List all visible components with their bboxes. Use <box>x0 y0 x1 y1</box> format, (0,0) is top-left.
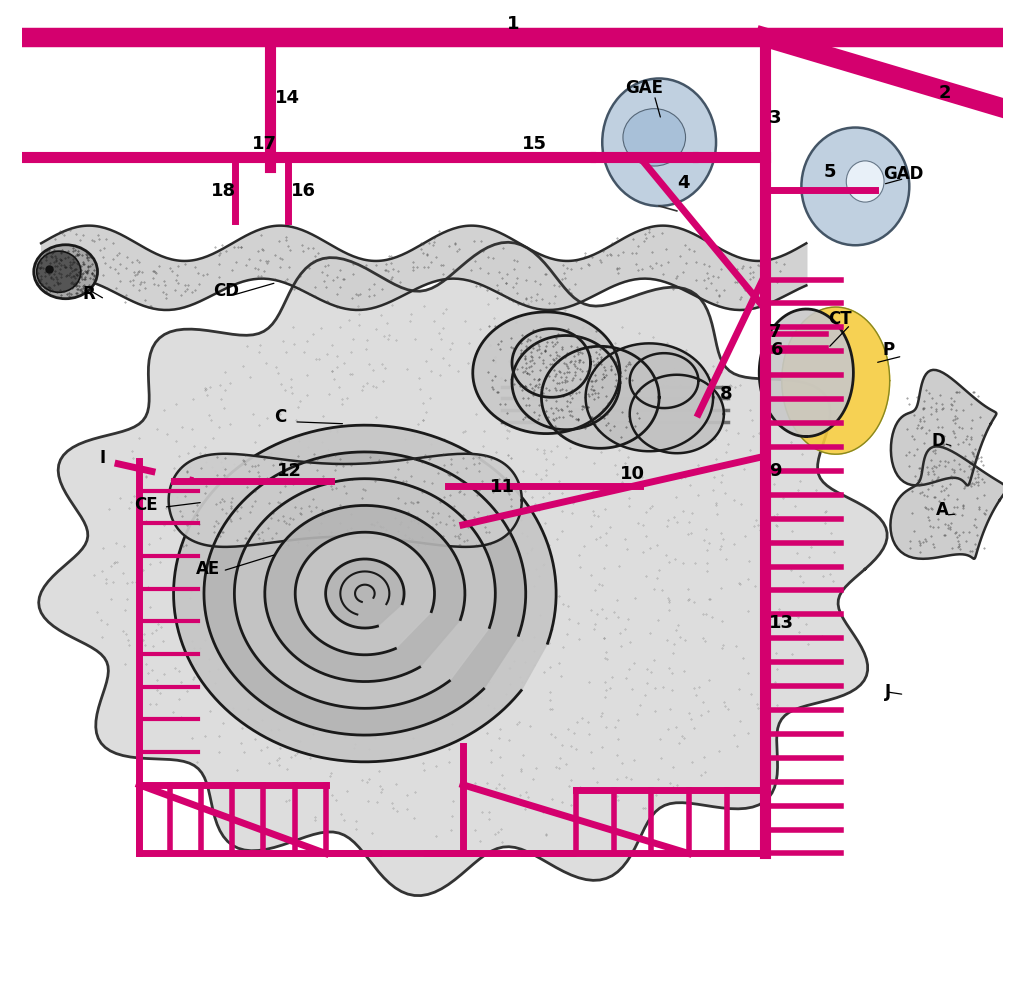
Text: 15: 15 <box>522 135 547 153</box>
Polygon shape <box>204 452 525 735</box>
Text: 12: 12 <box>276 462 301 480</box>
Polygon shape <box>891 446 1007 559</box>
Polygon shape <box>326 559 404 628</box>
Polygon shape <box>630 353 698 408</box>
Polygon shape <box>891 370 996 486</box>
Polygon shape <box>512 336 620 430</box>
Polygon shape <box>759 309 853 437</box>
Ellipse shape <box>602 78 716 206</box>
Text: GAD: GAD <box>883 165 924 182</box>
Text: 5: 5 <box>824 163 837 181</box>
Text: 16: 16 <box>291 182 316 200</box>
Text: 11: 11 <box>490 479 515 496</box>
Polygon shape <box>542 346 659 448</box>
Polygon shape <box>265 505 465 682</box>
Text: CE: CE <box>134 496 158 514</box>
Text: C: C <box>274 408 287 426</box>
Polygon shape <box>586 343 713 451</box>
Text: CT: CT <box>827 310 852 328</box>
Text: A: A <box>936 501 948 519</box>
Text: AE: AE <box>197 560 220 578</box>
Polygon shape <box>173 425 556 762</box>
Polygon shape <box>295 533 434 654</box>
Text: 4: 4 <box>677 175 689 192</box>
Text: GAE: GAE <box>625 79 663 97</box>
Text: 18: 18 <box>211 182 236 200</box>
Ellipse shape <box>802 128 909 245</box>
Text: 13: 13 <box>769 614 794 632</box>
Polygon shape <box>39 242 887 896</box>
Text: 1: 1 <box>507 16 519 33</box>
Text: 10: 10 <box>620 465 645 483</box>
Ellipse shape <box>34 245 97 298</box>
Ellipse shape <box>623 109 685 166</box>
Polygon shape <box>630 375 724 453</box>
Text: 17: 17 <box>252 135 278 153</box>
Ellipse shape <box>37 251 81 292</box>
Polygon shape <box>234 479 496 708</box>
Text: D: D <box>932 433 945 450</box>
Text: 3: 3 <box>769 109 781 127</box>
Text: 9: 9 <box>769 462 781 480</box>
Text: 14: 14 <box>274 89 300 107</box>
Text: R: R <box>82 285 95 303</box>
Text: 7: 7 <box>769 324 781 341</box>
Ellipse shape <box>846 161 884 202</box>
Text: 6: 6 <box>771 341 783 359</box>
Text: J: J <box>885 683 891 700</box>
Text: CD: CD <box>213 283 239 300</box>
Polygon shape <box>473 312 620 434</box>
Polygon shape <box>781 307 890 454</box>
Text: P: P <box>883 341 895 359</box>
Polygon shape <box>169 454 522 546</box>
Text: 2: 2 <box>939 84 951 102</box>
Polygon shape <box>512 329 591 397</box>
Text: 8: 8 <box>720 386 732 403</box>
Text: I: I <box>100 449 106 467</box>
